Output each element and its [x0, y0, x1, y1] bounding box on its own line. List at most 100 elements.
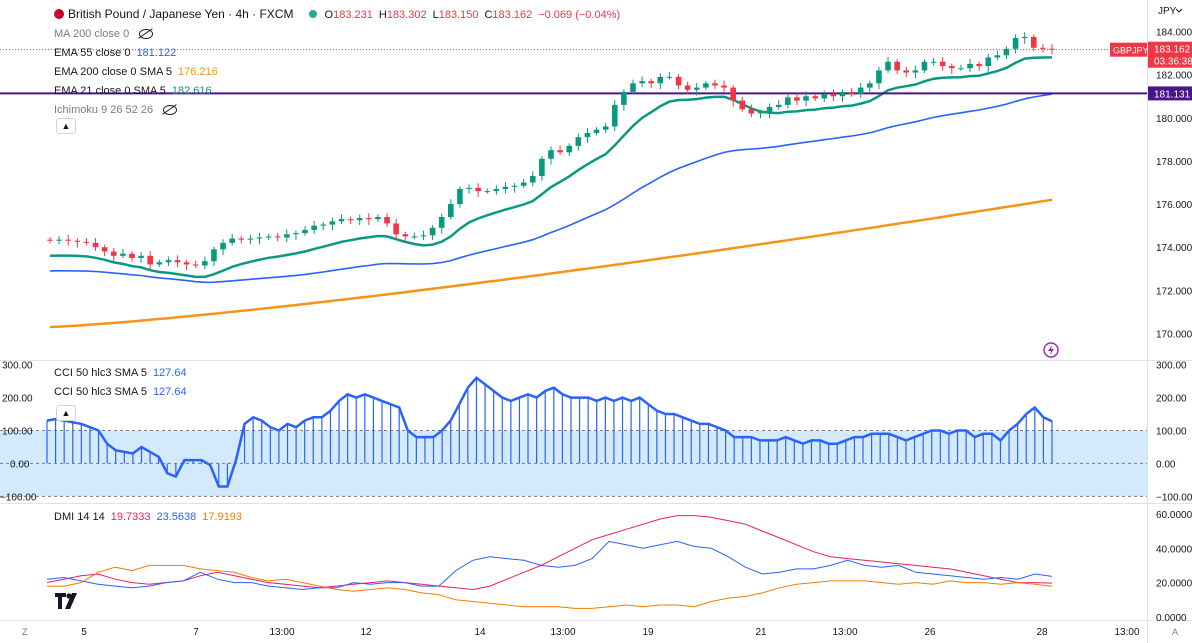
candle-body: [994, 55, 1001, 58]
time-tick-label: 26: [924, 627, 936, 638]
collapse-cci-legend-button[interactable]: ▲: [56, 405, 76, 421]
dmi-line: [47, 564, 1053, 609]
dmi-tick-label: 40.0000: [1156, 544, 1192, 555]
cci-line: [46, 376, 1053, 488]
close-label: C: [484, 9, 493, 21]
symbol-header: British Pound / Japanese Yen · 4h · FXCM…: [54, 3, 626, 25]
candle-body: [520, 182, 527, 186]
ichimoku-label: Ichimoku 9 26 52 26: [54, 104, 154, 116]
ema55-value: 181.122: [136, 47, 177, 59]
symbol-tag: GBPJPY: [1113, 46, 1149, 56]
timezone-button: Z: [22, 627, 28, 637]
candle-body: [129, 253, 135, 258]
candle-body: [92, 242, 99, 248]
candle-body: [921, 61, 928, 71]
cci-legend-row-2[interactable]: CCI 50 hlc3 SMA 5 127.64: [54, 383, 193, 402]
hidden-eye-icon[interactable]: [163, 105, 178, 116]
candle-body: [347, 219, 354, 221]
dmi-legend: DMI 14 14 19.7333 23.5638 17.9193: [54, 508, 248, 527]
dmi-legend-row[interactable]: DMI 14 14 19.7333 23.5638 17.9193: [54, 508, 248, 527]
price-tick-label: 172.000: [1156, 286, 1192, 297]
candle-body: [876, 70, 882, 84]
candle-body: [630, 83, 636, 92]
time-tick-label: 12: [360, 627, 372, 638]
candle-body: [1003, 48, 1010, 56]
dmi-value-1: 19.7333: [110, 511, 151, 523]
ema200-label: EMA 200 close 0 SMA 5: [54, 66, 173, 78]
candle-body: [693, 87, 700, 90]
candle-body: [684, 85, 691, 90]
candle-body: [393, 223, 399, 235]
low-value: 183.150: [438, 9, 479, 21]
bar-countdown: 03:36:38: [1154, 57, 1192, 68]
candle-body: [110, 251, 117, 256]
dmi-value-2: 23.5638: [156, 511, 197, 523]
candle-body: [584, 132, 591, 138]
price-tick-label: 180.000: [1156, 114, 1192, 125]
cci-legend-row-1[interactable]: CCI 50 hlc3 SMA 5 127.64: [54, 364, 193, 383]
ema21-legend[interactable]: EMA 21 close 0 SMA 5 182.616: [54, 82, 626, 101]
candle-body: [930, 61, 937, 63]
market-status-icon[interactable]: [308, 10, 317, 18]
price-tick-label: 170.000: [1156, 329, 1192, 340]
candle-body: [575, 137, 582, 146]
candle-body: [912, 70, 919, 73]
candle-body: [120, 253, 126, 256]
tradingview-logo-icon[interactable]: [55, 593, 81, 609]
candle-body: [302, 229, 308, 234]
candle-body: [56, 239, 62, 241]
collapse-legend-button[interactable]: ▲: [56, 118, 76, 134]
dmi-tick-label: 0.0000: [1156, 613, 1187, 624]
time-tick-label: 28: [1036, 627, 1048, 638]
candle-body: [356, 218, 363, 221]
time-tick-label: 14: [474, 627, 486, 638]
candle-body: [903, 70, 910, 73]
ema200-legend[interactable]: EMA 200 close 0 SMA 5 176.216: [54, 63, 626, 82]
candle-body: [894, 61, 900, 71]
candle-body: [1012, 38, 1019, 49]
candle-body: [484, 191, 491, 193]
cci-left-tick: 200.00: [2, 394, 33, 405]
candle-body: [839, 91, 846, 97]
candle-body: [757, 112, 764, 114]
ma200-legend[interactable]: MA 200 close 0: [54, 25, 626, 44]
candle-body: [775, 104, 782, 108]
candle-body: [1040, 47, 1046, 49]
candle-body: [666, 76, 673, 78]
candle-body: [475, 187, 481, 192]
hidden-eye-icon[interactable]: [139, 29, 154, 40]
symbol-tag-bg: [1110, 42, 1147, 57]
candle-body: [493, 188, 500, 192]
candle-body: [156, 262, 163, 265]
ema200-value: 176.216: [178, 66, 218, 78]
ema55-legend[interactable]: EMA 55 close 0 181.122: [54, 44, 626, 63]
candle-body: [502, 186, 509, 189]
candle-body: [202, 261, 208, 266]
candle-body: [657, 76, 664, 84]
candle-body: [566, 145, 573, 153]
candle-body: [138, 255, 144, 258]
last-price-value: 183.162: [1154, 45, 1191, 56]
time-tick-label: 13:00: [550, 627, 575, 638]
candle-body: [183, 262, 190, 265]
candle-body: [867, 83, 873, 88]
candle-body: [329, 221, 336, 225]
candle-body: [320, 224, 327, 226]
change-value: −0.069 (−0.04%): [538, 9, 621, 21]
ma200-label: MA 200 close 0: [54, 28, 130, 40]
ichimoku-legend[interactable]: Ichimoku 9 26 52 26: [54, 101, 626, 120]
main-legend: British Pound / Japanese Yen · 4h · FXCM…: [54, 3, 626, 120]
symbol-title[interactable]: British Pound / Japanese Yen · 4h · FXCM: [68, 7, 294, 21]
candle-body: [675, 76, 682, 86]
cci-tick-label: 200.00: [1156, 394, 1187, 405]
ema21-value: 182.616: [171, 85, 212, 97]
candle-body: [967, 63, 973, 69]
last-price-tag-bg: [1148, 41, 1192, 68]
cci-left-tick: −100.00: [0, 492, 37, 503]
alert-lightning-icon: [1048, 345, 1054, 355]
candle-body: [101, 247, 108, 252]
cci-left-tick: 100.00: [2, 427, 33, 438]
high-value: 183.302: [386, 9, 427, 21]
candle-body: [812, 96, 818, 99]
